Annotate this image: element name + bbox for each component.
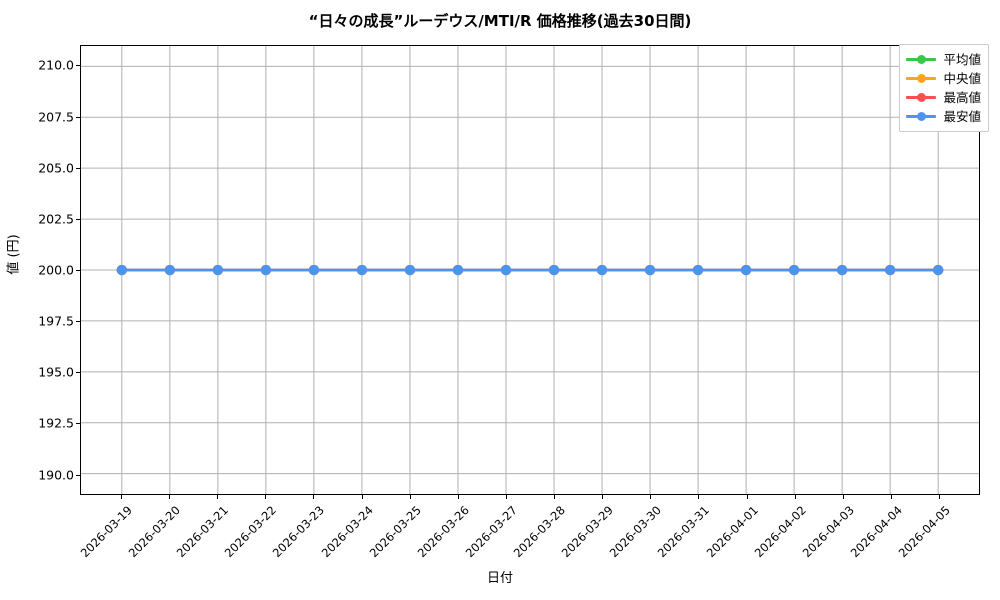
x-tick-mark bbox=[313, 495, 315, 499]
series-marker bbox=[356, 264, 368, 276]
y-tick-label: 202.5 bbox=[38, 211, 74, 227]
y-tick-mark bbox=[76, 116, 80, 118]
series-marker bbox=[644, 264, 656, 276]
legend-marker-dot-icon bbox=[916, 111, 927, 122]
legend-label: 平均値 bbox=[943, 51, 981, 67]
x-axis-tick-labels: 2026-03-19 2026-03-20 2026-03-21 2026-03-22… bbox=[0, 495, 1000, 565]
data-series-layer bbox=[116, 264, 944, 276]
x-tick-mark bbox=[650, 495, 652, 499]
y-tick-label: 207.5 bbox=[38, 109, 74, 125]
series-marker bbox=[452, 264, 464, 276]
x-tick-mark bbox=[890, 495, 892, 499]
legend-item[interactable]: 中央値 bbox=[906, 69, 981, 88]
x-tick-mark bbox=[698, 495, 700, 499]
legend-swatch-icon bbox=[906, 91, 937, 105]
legend-label: 最高値 bbox=[943, 89, 981, 105]
series-marker bbox=[740, 264, 752, 276]
x-tick-mark bbox=[602, 495, 604, 499]
series-marker bbox=[212, 264, 224, 276]
legend-swatch-icon bbox=[906, 110, 937, 124]
series-marker bbox=[260, 264, 272, 276]
x-tick-mark bbox=[120, 495, 122, 499]
y-tick-mark bbox=[76, 65, 80, 67]
legend-label: 中央値 bbox=[943, 70, 981, 86]
legend-marker-dot-icon bbox=[916, 92, 927, 103]
series-marker bbox=[116, 264, 128, 276]
legend-marker-dot-icon bbox=[916, 73, 927, 84]
series-marker bbox=[500, 264, 512, 276]
plot-inner bbox=[81, 46, 979, 494]
chart-legend: 平均値中央値最高値最安値 bbox=[899, 44, 989, 132]
x-tick-mark bbox=[361, 495, 363, 499]
x-tick-mark bbox=[554, 495, 556, 499]
x-tick-mark bbox=[939, 495, 941, 499]
y-tick-mark bbox=[76, 218, 80, 220]
y-tick-mark bbox=[76, 270, 80, 271]
y-tick-mark bbox=[76, 474, 80, 476]
y-tick-label: 205.0 bbox=[38, 160, 74, 176]
y-tick-mark bbox=[76, 167, 80, 169]
y-tick-label: 190.0 bbox=[38, 467, 74, 483]
y-tick-label: 210.0 bbox=[38, 57, 74, 73]
y-tick-mark bbox=[76, 372, 80, 374]
y-tick-label: 195.0 bbox=[38, 364, 74, 380]
x-tick-mark bbox=[746, 495, 748, 499]
series-marker bbox=[932, 264, 944, 276]
x-tick-mark bbox=[794, 495, 796, 499]
y-axis-tick-labels: 190.0 192.5 195.0 197.5 200.0 202.5 205.0 207.5… bbox=[0, 45, 74, 495]
legend-marker-dot-icon bbox=[916, 54, 927, 65]
series-marker bbox=[692, 264, 704, 276]
series-marker bbox=[596, 264, 608, 276]
y-tick-label: 200.0 bbox=[38, 262, 74, 278]
x-tick-mark bbox=[842, 495, 844, 499]
x-tick-mark bbox=[217, 495, 219, 499]
y-tick-label: 192.5 bbox=[38, 415, 74, 431]
legend-item[interactable]: 最高値 bbox=[906, 88, 981, 107]
y-axis-label: 値 (円) bbox=[6, 234, 22, 275]
y-tick-mark bbox=[76, 423, 80, 425]
legend-swatch-icon bbox=[906, 72, 937, 86]
chart-title: “日々の成長”ルーデウス/MTI/R 価格推移(過去30日間) bbox=[308, 12, 692, 30]
x-tick-mark bbox=[265, 495, 267, 499]
legend-swatch-icon bbox=[906, 53, 937, 67]
x-tick-mark bbox=[457, 495, 459, 499]
series-marker bbox=[788, 264, 800, 276]
legend-label: 最安値 bbox=[943, 108, 981, 124]
series-marker bbox=[308, 264, 320, 276]
x-tick-mark bbox=[169, 495, 171, 499]
series-marker bbox=[884, 264, 896, 276]
legend-item[interactable]: 平均値 bbox=[906, 50, 981, 69]
y-tick-mark bbox=[76, 321, 80, 323]
plot-area bbox=[80, 45, 980, 495]
series-marker bbox=[836, 264, 848, 276]
x-tick-mark bbox=[409, 495, 411, 499]
legend-item[interactable]: 最安値 bbox=[906, 107, 981, 126]
series-marker bbox=[164, 264, 176, 276]
series-marker bbox=[404, 264, 416, 276]
x-tick-mark bbox=[505, 495, 507, 499]
x-axis-label: 日付 bbox=[486, 571, 513, 586]
y-tick-label: 197.5 bbox=[38, 313, 74, 329]
series-marker bbox=[548, 264, 560, 276]
